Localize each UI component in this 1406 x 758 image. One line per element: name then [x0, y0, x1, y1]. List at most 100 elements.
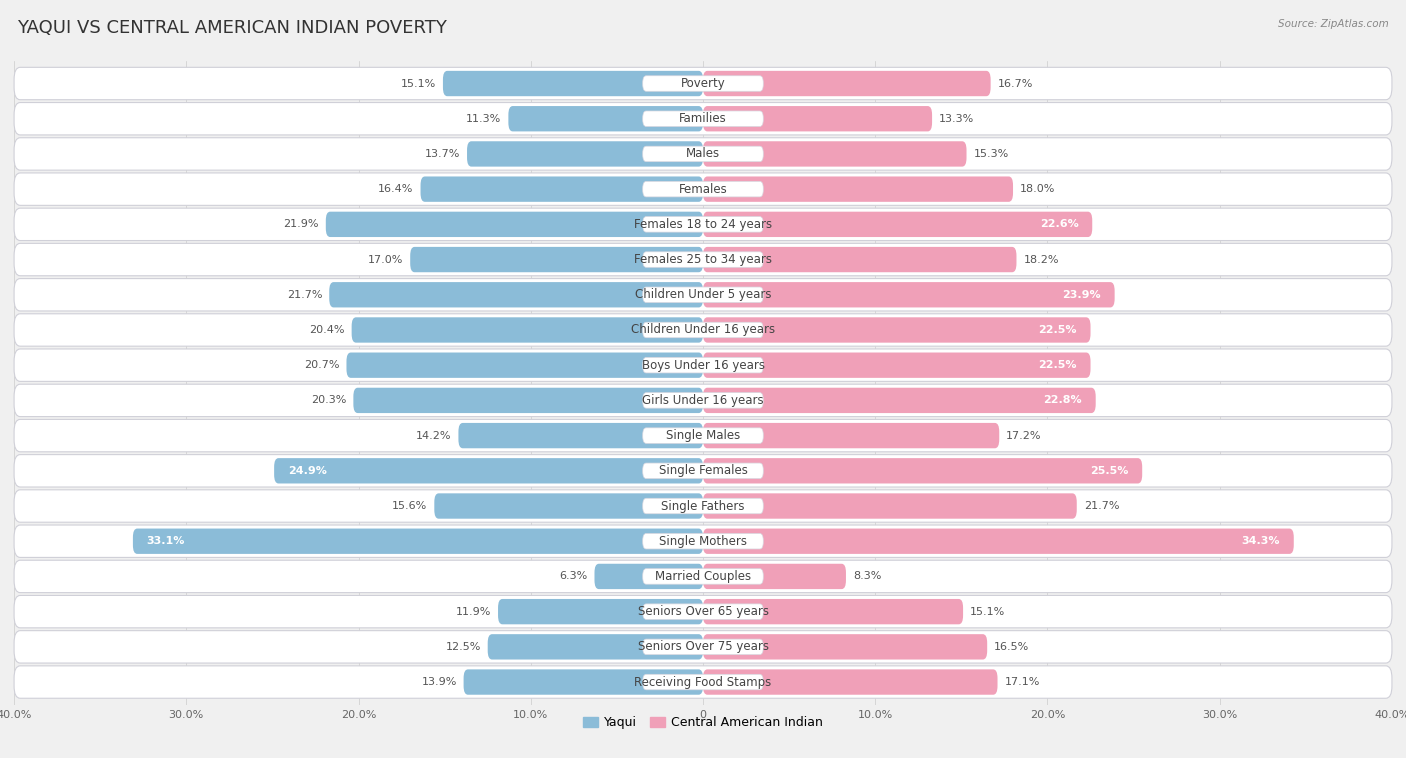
Text: Seniors Over 65 years: Seniors Over 65 years	[637, 605, 769, 618]
FancyBboxPatch shape	[326, 211, 703, 237]
FancyBboxPatch shape	[703, 352, 1091, 377]
FancyBboxPatch shape	[14, 243, 1392, 276]
Text: Females 25 to 34 years: Females 25 to 34 years	[634, 253, 772, 266]
Text: 17.1%: 17.1%	[1004, 677, 1040, 687]
FancyBboxPatch shape	[14, 208, 1392, 240]
FancyBboxPatch shape	[643, 217, 763, 232]
Text: 13.3%: 13.3%	[939, 114, 974, 124]
Text: 24.9%: 24.9%	[288, 466, 326, 476]
FancyBboxPatch shape	[14, 490, 1392, 522]
Text: YAQUI VS CENTRAL AMERICAN INDIAN POVERTY: YAQUI VS CENTRAL AMERICAN INDIAN POVERTY	[17, 19, 447, 37]
Text: 17.2%: 17.2%	[1007, 431, 1042, 440]
FancyBboxPatch shape	[14, 525, 1392, 557]
FancyBboxPatch shape	[703, 282, 1115, 308]
FancyBboxPatch shape	[643, 146, 763, 161]
Text: Children Under 16 years: Children Under 16 years	[631, 324, 775, 337]
FancyBboxPatch shape	[14, 279, 1392, 311]
Text: 21.7%: 21.7%	[1084, 501, 1119, 511]
FancyBboxPatch shape	[703, 106, 932, 131]
FancyBboxPatch shape	[703, 177, 1012, 202]
FancyBboxPatch shape	[703, 141, 966, 167]
Text: 22.8%: 22.8%	[1043, 396, 1083, 406]
Text: 13.9%: 13.9%	[422, 677, 457, 687]
Text: 33.1%: 33.1%	[146, 536, 186, 547]
FancyBboxPatch shape	[643, 252, 763, 268]
Text: 15.1%: 15.1%	[401, 79, 436, 89]
Text: 22.6%: 22.6%	[1039, 219, 1078, 230]
Text: 14.2%: 14.2%	[416, 431, 451, 440]
Text: 16.7%: 16.7%	[997, 79, 1033, 89]
Text: Single Mothers: Single Mothers	[659, 534, 747, 548]
Text: 34.3%: 34.3%	[1241, 536, 1279, 547]
FancyBboxPatch shape	[643, 322, 763, 338]
FancyBboxPatch shape	[434, 493, 703, 518]
Text: 20.4%: 20.4%	[309, 325, 344, 335]
FancyBboxPatch shape	[703, 599, 963, 625]
FancyBboxPatch shape	[411, 247, 703, 272]
FancyBboxPatch shape	[703, 528, 1294, 554]
FancyBboxPatch shape	[703, 634, 987, 659]
Text: 22.5%: 22.5%	[1038, 325, 1077, 335]
Text: Females: Females	[679, 183, 727, 196]
FancyBboxPatch shape	[643, 287, 763, 302]
Text: Source: ZipAtlas.com: Source: ZipAtlas.com	[1278, 19, 1389, 29]
FancyBboxPatch shape	[703, 669, 997, 695]
Text: 12.5%: 12.5%	[446, 642, 481, 652]
Text: 21.9%: 21.9%	[284, 219, 319, 230]
FancyBboxPatch shape	[509, 106, 703, 131]
Text: 18.0%: 18.0%	[1019, 184, 1056, 194]
Text: 16.4%: 16.4%	[378, 184, 413, 194]
FancyBboxPatch shape	[643, 604, 763, 619]
Text: 11.3%: 11.3%	[467, 114, 502, 124]
FancyBboxPatch shape	[703, 388, 1095, 413]
Text: Males: Males	[686, 148, 720, 161]
FancyBboxPatch shape	[14, 419, 1392, 452]
FancyBboxPatch shape	[703, 423, 1000, 448]
FancyBboxPatch shape	[703, 247, 1017, 272]
FancyBboxPatch shape	[643, 675, 763, 690]
FancyBboxPatch shape	[14, 314, 1392, 346]
Text: 25.5%: 25.5%	[1090, 466, 1129, 476]
FancyBboxPatch shape	[464, 669, 703, 695]
FancyBboxPatch shape	[458, 423, 703, 448]
FancyBboxPatch shape	[643, 111, 763, 127]
Text: Families: Families	[679, 112, 727, 125]
Text: 17.0%: 17.0%	[368, 255, 404, 265]
Text: 15.3%: 15.3%	[973, 149, 1008, 159]
FancyBboxPatch shape	[643, 568, 763, 584]
Text: Single Fathers: Single Fathers	[661, 500, 745, 512]
FancyBboxPatch shape	[14, 596, 1392, 628]
FancyBboxPatch shape	[346, 352, 703, 377]
FancyBboxPatch shape	[643, 498, 763, 514]
FancyBboxPatch shape	[14, 102, 1392, 135]
FancyBboxPatch shape	[488, 634, 703, 659]
FancyBboxPatch shape	[14, 631, 1392, 663]
FancyBboxPatch shape	[274, 458, 703, 484]
Text: 15.6%: 15.6%	[392, 501, 427, 511]
Text: 21.7%: 21.7%	[287, 290, 322, 299]
FancyBboxPatch shape	[14, 67, 1392, 100]
Text: Receiving Food Stamps: Receiving Food Stamps	[634, 675, 772, 688]
FancyBboxPatch shape	[353, 388, 703, 413]
FancyBboxPatch shape	[643, 76, 763, 91]
Text: 8.3%: 8.3%	[853, 572, 882, 581]
FancyBboxPatch shape	[643, 181, 763, 197]
Text: 20.3%: 20.3%	[311, 396, 346, 406]
FancyBboxPatch shape	[467, 141, 703, 167]
FancyBboxPatch shape	[643, 463, 763, 478]
Text: Girls Under 16 years: Girls Under 16 years	[643, 394, 763, 407]
FancyBboxPatch shape	[643, 639, 763, 655]
FancyBboxPatch shape	[14, 666, 1392, 698]
Text: 18.2%: 18.2%	[1024, 255, 1059, 265]
FancyBboxPatch shape	[14, 138, 1392, 170]
Text: 13.7%: 13.7%	[425, 149, 460, 159]
Text: Children Under 5 years: Children Under 5 years	[634, 288, 772, 301]
FancyBboxPatch shape	[643, 393, 763, 408]
FancyBboxPatch shape	[443, 70, 703, 96]
FancyBboxPatch shape	[643, 428, 763, 443]
FancyBboxPatch shape	[703, 70, 991, 96]
Text: 23.9%: 23.9%	[1063, 290, 1101, 299]
Text: 22.5%: 22.5%	[1038, 360, 1077, 370]
FancyBboxPatch shape	[643, 358, 763, 373]
FancyBboxPatch shape	[14, 560, 1392, 593]
